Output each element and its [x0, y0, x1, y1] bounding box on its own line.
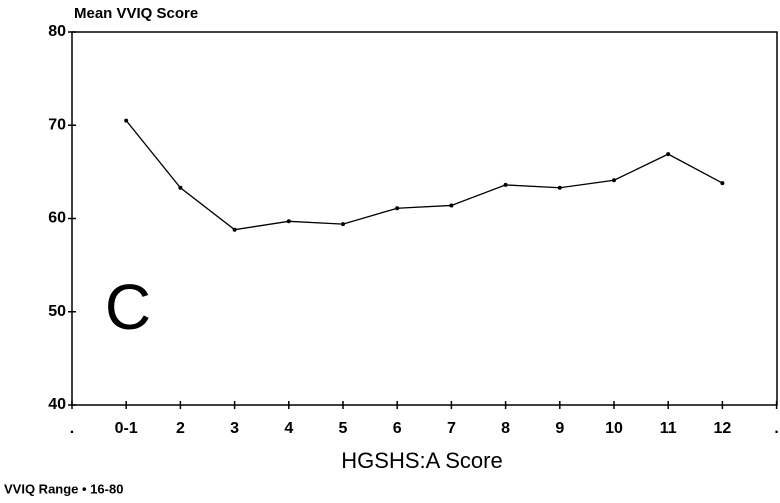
x-tick-label: 12 — [714, 420, 732, 437]
data-point — [612, 178, 616, 183]
y-tick-label: 70 — [48, 116, 66, 133]
x-tick-label: 2 — [176, 420, 185, 437]
panel-label: C — [105, 271, 151, 343]
x-tick-label: 5 — [339, 420, 348, 437]
data-point — [395, 206, 400, 211]
data-point — [557, 185, 562, 190]
data-line — [125, 120, 723, 231]
data-point — [503, 182, 508, 187]
x-tick-label: . — [774, 420, 778, 437]
data-point — [178, 185, 183, 190]
plot-frame — [71, 31, 778, 406]
data-point — [666, 152, 671, 157]
y-tick-label: 40 — [48, 396, 66, 413]
x-tick-label: 3 — [230, 420, 239, 437]
x-tick-label: 6 — [393, 420, 402, 437]
footnote: VVIQ Range • 16-80 — [4, 481, 123, 496]
x-axis-label: HGSHS:A Score — [341, 448, 502, 473]
data-point — [232, 227, 237, 232]
data-point — [286, 219, 291, 224]
y-tick-label: 50 — [48, 303, 66, 320]
x-tick-label: 8 — [501, 420, 510, 437]
data-point — [449, 203, 454, 208]
x-tick-label: 10 — [605, 420, 623, 437]
data-point — [341, 222, 345, 227]
chart-title: Mean VVIQ Score — [74, 5, 198, 22]
data-point — [124, 118, 129, 123]
x-tick-label: . — [70, 420, 74, 437]
y-tick-label: 60 — [48, 210, 66, 227]
x-tick-label: 0-1 — [115, 420, 138, 437]
x-tick-label: 7 — [447, 420, 456, 437]
x-tick-label: 11 — [660, 420, 677, 437]
x-tick-label: 9 — [555, 420, 564, 437]
data-point — [720, 181, 725, 186]
x-tick-label: 4 — [284, 420, 293, 437]
y-tick-label: 80 — [48, 23, 66, 40]
